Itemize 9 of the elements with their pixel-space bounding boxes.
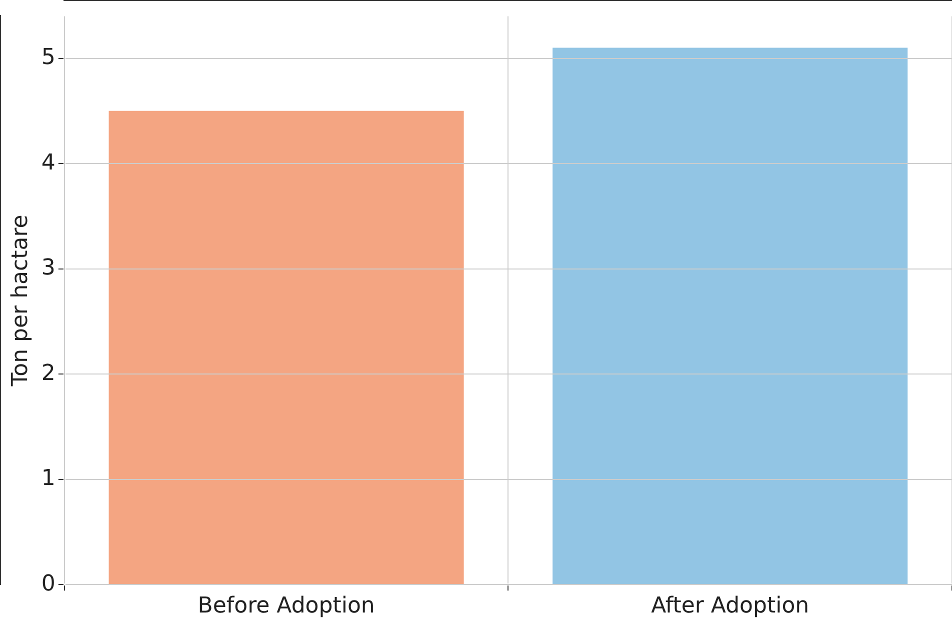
y-tick-label: 3: [41, 256, 56, 281]
y-axis-title: Ton per hactare: [8, 214, 33, 388]
y-tick-label: 4: [41, 150, 56, 176]
y-tick-label: 5: [41, 45, 56, 70]
y-tick-label: 2: [41, 360, 56, 386]
y-tick-label: 0: [41, 571, 56, 596]
x-tick-label: After Adoption: [651, 594, 810, 619]
x-tick-label: Before Adoption: [198, 594, 375, 619]
y-tick-label: 1: [41, 466, 56, 492]
